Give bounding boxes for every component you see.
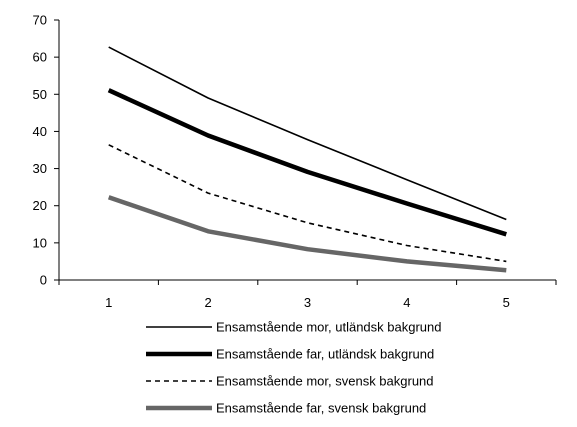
- y-tick-label: 0: [40, 273, 47, 288]
- legend-label: Ensamstående mor, svensk bakgrund: [216, 374, 434, 389]
- legend-item-3: Ensamstående mor, svensk bakgrund: [146, 374, 434, 389]
- y-tick-label: 60: [33, 50, 47, 65]
- legend-item-1: Ensamstående mor, utländsk bakgrund: [146, 320, 441, 335]
- legend-label: Ensamstående far, utländsk bakgrund: [216, 347, 434, 362]
- x-tick-label: 3: [304, 295, 311, 310]
- y-tick-label: 20: [33, 198, 47, 213]
- x-tick-label: 1: [105, 295, 112, 310]
- series-line-3: [108, 144, 507, 263]
- axes: 0 10 20 30 40 50 60 70 1 2 3 4 5: [33, 13, 557, 310]
- x-tick-label: 2: [204, 295, 211, 310]
- legend-item-2: Ensamstående far, utländsk bakgrund: [146, 347, 434, 362]
- x-tick-label: 5: [503, 295, 510, 310]
- legend-label: Ensamstående mor, utländsk bakgrund: [216, 320, 441, 335]
- y-tick-label: 40: [33, 124, 47, 139]
- y-tick-label: 50: [33, 87, 47, 102]
- legend-label: Ensamstående far, svensk bakgrund: [216, 401, 426, 416]
- y-tick-label: 10: [33, 235, 47, 250]
- y-tick-label: 70: [33, 13, 47, 28]
- legend: Ensamstående mor, utländsk bakgrund Ensam…: [146, 320, 441, 416]
- y-tick-label: 30: [33, 161, 47, 176]
- x-tick-label: 4: [403, 295, 410, 310]
- series-line-2: [107, 88, 507, 237]
- legend-item-4: Ensamstående far, svensk bakgrund: [146, 401, 426, 416]
- series-lines: [107, 46, 507, 273]
- series-line-1: [108, 46, 507, 221]
- series-line-4: [107, 195, 507, 273]
